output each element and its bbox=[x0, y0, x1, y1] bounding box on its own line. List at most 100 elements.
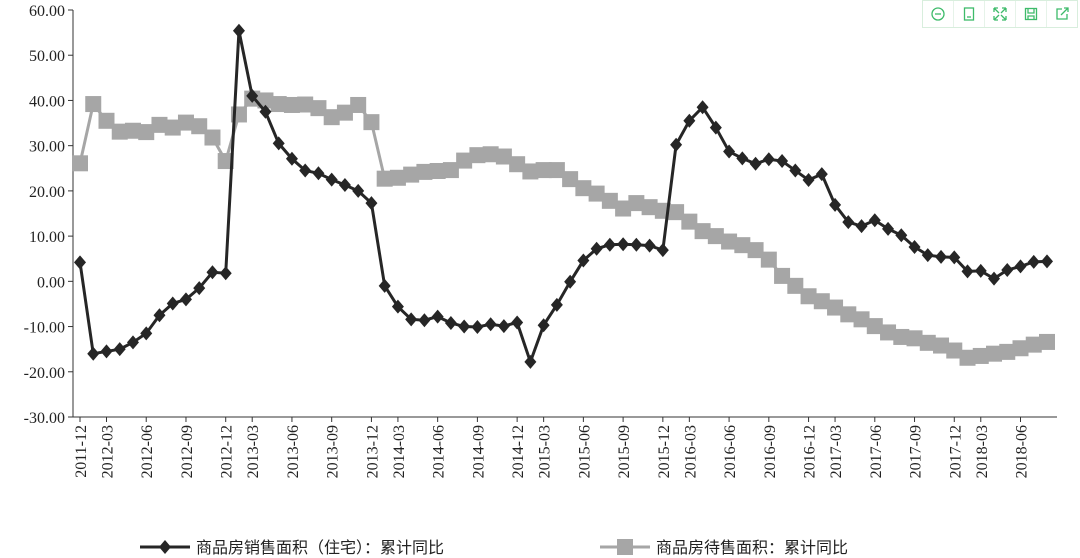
x-tick-label: 2018-03 bbox=[974, 425, 991, 478]
data-point bbox=[283, 96, 300, 113]
data-point bbox=[312, 166, 325, 181]
data-point bbox=[87, 346, 100, 361]
data-point bbox=[336, 104, 353, 121]
y-tick-label: 10.00 bbox=[29, 229, 65, 246]
data-point bbox=[310, 100, 327, 117]
data-point bbox=[643, 238, 656, 253]
data-point bbox=[615, 200, 632, 217]
legend-marker bbox=[159, 540, 171, 554]
data-point bbox=[1014, 259, 1027, 274]
data-point bbox=[365, 196, 378, 211]
y-tick-label: 50.00 bbox=[29, 48, 65, 65]
x-tick-label: 2012-06 bbox=[139, 425, 156, 478]
data-point bbox=[259, 104, 272, 119]
data-point bbox=[590, 241, 603, 256]
data-point bbox=[550, 297, 563, 312]
data-point bbox=[444, 315, 457, 330]
fullscreen-button[interactable] bbox=[985, 1, 1016, 27]
data-point bbox=[707, 228, 724, 245]
data-point bbox=[787, 277, 804, 294]
data-point bbox=[100, 344, 113, 359]
data-point bbox=[988, 271, 1001, 286]
save-button[interactable] bbox=[1016, 1, 1047, 27]
data-point bbox=[999, 343, 1016, 360]
data-point bbox=[959, 349, 976, 366]
data-point bbox=[285, 151, 298, 166]
data-point bbox=[855, 219, 868, 234]
data-point bbox=[206, 265, 219, 280]
y-tick-label: -30.00 bbox=[24, 410, 65, 427]
data-point bbox=[193, 281, 206, 296]
data-point bbox=[126, 335, 139, 350]
data-point bbox=[670, 137, 683, 152]
x-tick-label: 2016-03 bbox=[682, 425, 699, 478]
y-tick-label: 0.00 bbox=[37, 274, 65, 291]
data-point bbox=[827, 299, 844, 316]
zoom-button[interactable] bbox=[923, 1, 954, 27]
data-point bbox=[683, 113, 696, 128]
data-view-button[interactable] bbox=[954, 1, 985, 27]
data-point bbox=[442, 162, 459, 179]
data-point bbox=[74, 255, 86, 270]
data-point bbox=[908, 239, 921, 254]
x-tick-label: 2013-03 bbox=[245, 425, 262, 478]
y-tick-label: -20.00 bbox=[24, 365, 65, 382]
share-button[interactable] bbox=[1047, 1, 1077, 27]
data-point bbox=[272, 136, 285, 151]
series-line bbox=[78, 97, 1048, 360]
data-point bbox=[72, 155, 88, 172]
legend-label: 商品房待售面积：累计同比 bbox=[656, 538, 848, 557]
data-point bbox=[270, 96, 287, 113]
data-point bbox=[405, 312, 418, 327]
data-point bbox=[179, 292, 192, 307]
data-point bbox=[403, 166, 420, 183]
data-point bbox=[299, 163, 312, 178]
data-point bbox=[535, 162, 552, 179]
data-point bbox=[656, 243, 669, 258]
data-point bbox=[921, 248, 934, 263]
data-point bbox=[191, 118, 208, 135]
x-tick-label: 2014-03 bbox=[391, 425, 408, 478]
y-tick-label: 20.00 bbox=[29, 184, 65, 201]
data-point bbox=[416, 163, 433, 180]
data-point bbox=[338, 178, 351, 193]
data-point bbox=[1041, 254, 1053, 269]
data-point bbox=[774, 267, 791, 284]
data-point bbox=[641, 199, 658, 216]
data-point bbox=[961, 264, 974, 279]
data-point bbox=[350, 96, 367, 113]
data-point bbox=[429, 162, 446, 179]
data-point bbox=[219, 266, 232, 281]
x-tick-label: 2016-09 bbox=[762, 425, 779, 478]
data-point bbox=[1001, 263, 1014, 278]
x-tick-label: 2015-03 bbox=[537, 425, 554, 478]
data-point bbox=[153, 308, 166, 323]
data-point bbox=[352, 183, 365, 198]
data-point bbox=[882, 221, 895, 236]
data-point bbox=[138, 124, 155, 141]
data-point bbox=[668, 204, 685, 221]
data-point bbox=[919, 334, 936, 351]
data-point bbox=[524, 354, 537, 369]
x-tick-label: 2012-03 bbox=[99, 425, 116, 478]
data-point bbox=[760, 251, 777, 268]
data-point bbox=[895, 228, 908, 243]
data-point bbox=[522, 163, 539, 180]
x-tick-label: 2017-03 bbox=[828, 425, 845, 478]
data-point bbox=[946, 342, 963, 359]
data-point bbox=[747, 242, 764, 259]
data-point bbox=[418, 313, 431, 328]
x-tick-label: 2012-12 bbox=[219, 425, 236, 478]
y-tick-label: -10.00 bbox=[24, 320, 65, 337]
x-tick-label: 2013-06 bbox=[285, 425, 302, 478]
data-point bbox=[853, 311, 870, 328]
data-point bbox=[880, 324, 897, 341]
x-tick-label: 2011-12 bbox=[73, 425, 90, 478]
data-point bbox=[246, 88, 259, 103]
data-point bbox=[630, 237, 643, 252]
data-point bbox=[601, 192, 618, 209]
x-tick-label: 2017-06 bbox=[868, 425, 885, 478]
data-point bbox=[1039, 333, 1055, 350]
